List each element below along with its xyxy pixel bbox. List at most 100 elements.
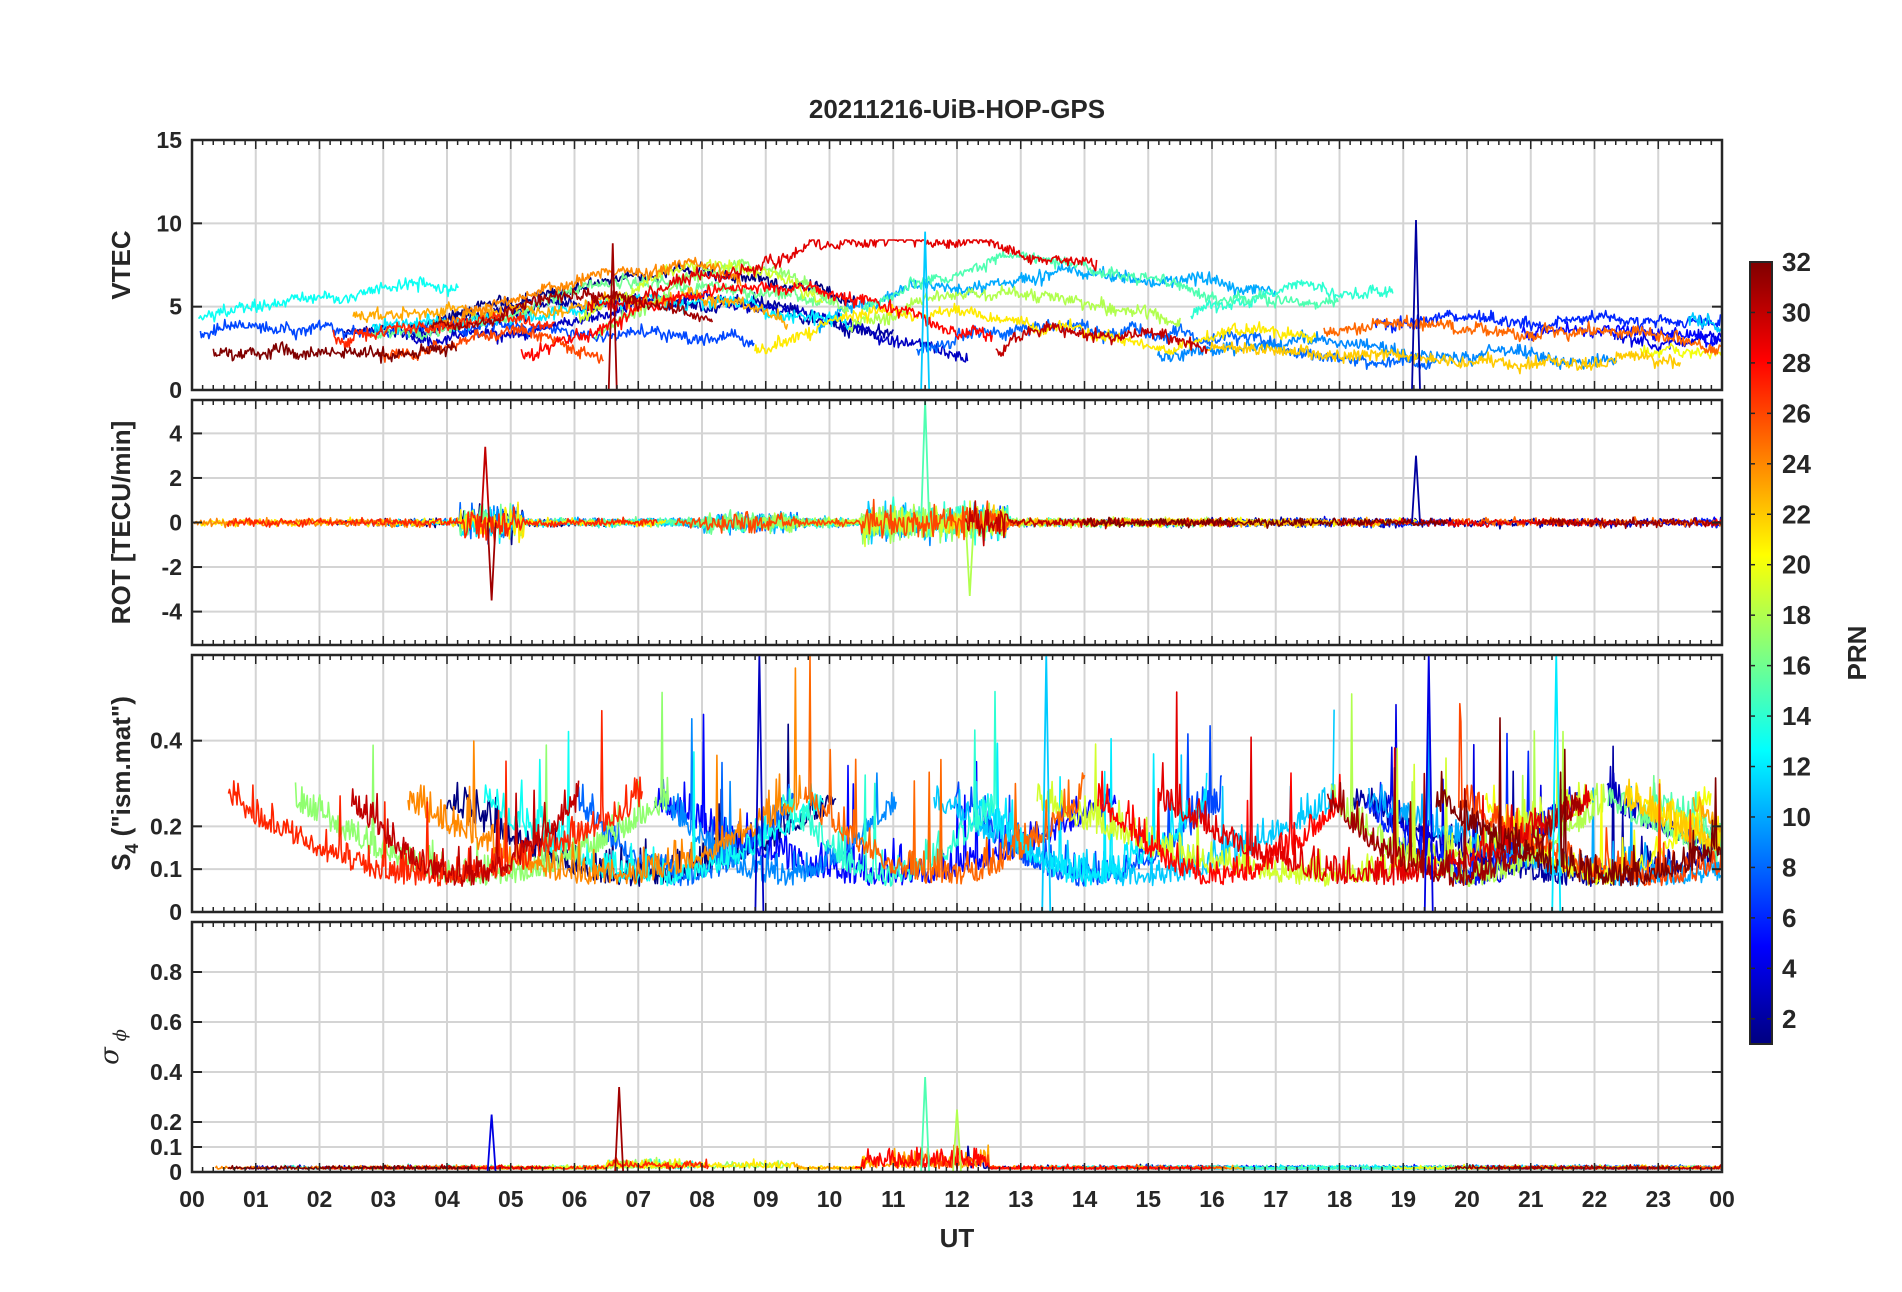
x-tick-label: 17 [1263, 1186, 1289, 1212]
series-prn-15 [862, 250, 1339, 313]
panel-sigma_phi: 00.10.2 0.4 0.6 0.8 σ ϕ [95, 920, 1724, 1185]
x-tick-label: 01 [243, 1186, 269, 1212]
x-axis-title: UT [940, 1223, 975, 1253]
series-prn-30 [995, 321, 1208, 357]
series-prn-27 [332, 311, 555, 351]
event-spike [920, 400, 931, 523]
series-prn-32 [1082, 516, 1447, 529]
x-tick-label: 19 [1390, 1186, 1416, 1212]
y-tick-label: 0 [169, 510, 182, 536]
x-tick-label: 07 [625, 1186, 651, 1212]
y-tick-label: 0 [169, 377, 182, 403]
series-prn-32 [1435, 717, 1722, 887]
x-tick-label: 14 [1072, 1186, 1098, 1212]
y-tick-label: 0.8 [150, 959, 182, 985]
colorbar-tick-label: 20 [1782, 550, 1811, 580]
series-prn-13 [483, 730, 825, 887]
event-spike [486, 1114, 497, 1172]
series-prn-5 [1521, 321, 1722, 348]
panel-vtec: 0 5 10 15 VTEC [106, 127, 1724, 403]
y-tick-label: 4 [169, 420, 182, 446]
y-tick-label: 0 [169, 899, 182, 925]
x-tick-label: 20 [1454, 1186, 1480, 1212]
y-tick-label: 0.4 [150, 728, 182, 754]
x-tick-label: 21 [1518, 1186, 1544, 1212]
x-tick-label: 22 [1582, 1186, 1608, 1212]
x-tick-label: 09 [753, 1186, 779, 1212]
x-tick-label: 16 [1199, 1186, 1225, 1212]
series-prn-18 [847, 284, 1181, 333]
colorbar-tick-label: 30 [1782, 297, 1811, 327]
chart-title: 20211216-UiB-HOP-GPS [809, 94, 1105, 124]
series-prn-32 [227, 1164, 473, 1170]
series-prn-25 [803, 655, 1086, 885]
series-prn-25 [1323, 314, 1722, 356]
y-tick-label: 5 [169, 294, 182, 320]
x-tick-label: 08 [689, 1186, 715, 1212]
series-prn-21 [199, 501, 667, 544]
colorbar-tick-label: 14 [1782, 701, 1811, 731]
series-prn-20 [1639, 342, 1722, 360]
y-axis-title: σ ϕ [95, 1029, 131, 1065]
series-prn-31 [1326, 766, 1584, 887]
y-tick-label: 0.2 [150, 813, 182, 839]
colorbar-tick-label: 8 [1782, 852, 1796, 882]
x-tick-label: 06 [562, 1186, 588, 1212]
series-prn-32 [212, 340, 458, 364]
event-spike [754, 655, 765, 912]
event-spike [1551, 655, 1562, 912]
y-tick-label: 10 [156, 210, 182, 236]
x-tick-label: 04 [434, 1186, 460, 1212]
series-prn-28 [854, 1146, 1213, 1170]
event-spike [480, 446, 491, 523]
x-tick-label: 23 [1645, 1186, 1671, 1212]
x-tick-label: 00 [179, 1186, 205, 1212]
series-prn-31 [1536, 516, 1722, 530]
series-prn-14 [781, 690, 998, 887]
series-group [197, 239, 1722, 375]
series-prn-30 [350, 780, 580, 888]
series-prn-22 [1624, 778, 1722, 856]
y-tick-label: 0 [169, 1159, 182, 1185]
x-tick-label: 00 [1709, 1186, 1735, 1212]
event-spike [614, 1086, 625, 1172]
colorbar-label: PRN [1842, 626, 1872, 681]
panel-s4: 0 0.1 0.2 0.4 S4 ("ism.mat") [106, 653, 1724, 925]
series-prn-24 [407, 667, 802, 885]
panel-rot: -4 -2 0 2 4 ROT [TECU/min] [106, 398, 1724, 647]
series-prn-26 [674, 498, 1021, 541]
y-tick-label: 0.1 [150, 1134, 182, 1160]
colorbar-tick-label: 28 [1782, 348, 1811, 378]
grid [192, 922, 1722, 1172]
series-prn-27 [227, 709, 643, 887]
series-prn-27 [226, 506, 658, 545]
event-spike [486, 522, 497, 601]
event-spike [607, 243, 618, 390]
y-axis-title: S4 ("ism.mat") [106, 696, 142, 871]
x-tick-label: 15 [1135, 1186, 1161, 1212]
y-axis-title: ROT [TECU/min] [106, 421, 136, 625]
x-axis: 00 01 02 03 04 05 06 07 08 09 10 11 12 13 14 15 16 17 18 19… [179, 1186, 1735, 1212]
y-tick-label: 0.2 [150, 1109, 182, 1135]
event-spike [920, 1076, 931, 1172]
colorbar-tick-label: 2 [1782, 1004, 1796, 1034]
colorbar-tick-label: 10 [1782, 802, 1811, 832]
x-tick-label: 03 [370, 1186, 396, 1212]
series-prn-11 [1687, 312, 1722, 333]
y-tick-label: -4 [162, 599, 183, 625]
colorbar-tick-label: 4 [1782, 953, 1797, 983]
x-tick-label: 11 [881, 1186, 906, 1212]
series-prn-26 [379, 322, 604, 364]
series-prn-8 [576, 761, 795, 887]
series-prn-24 [424, 256, 742, 333]
event-spike [920, 231, 931, 390]
colorbar-tick-label: 32 [1782, 247, 1811, 277]
event-spike [1411, 219, 1421, 390]
event-spike [1411, 455, 1421, 523]
colorbar-tick-label: 6 [1782, 903, 1796, 933]
y-tick-label: 2 [169, 465, 182, 491]
series-prn-22 [1206, 341, 1682, 375]
